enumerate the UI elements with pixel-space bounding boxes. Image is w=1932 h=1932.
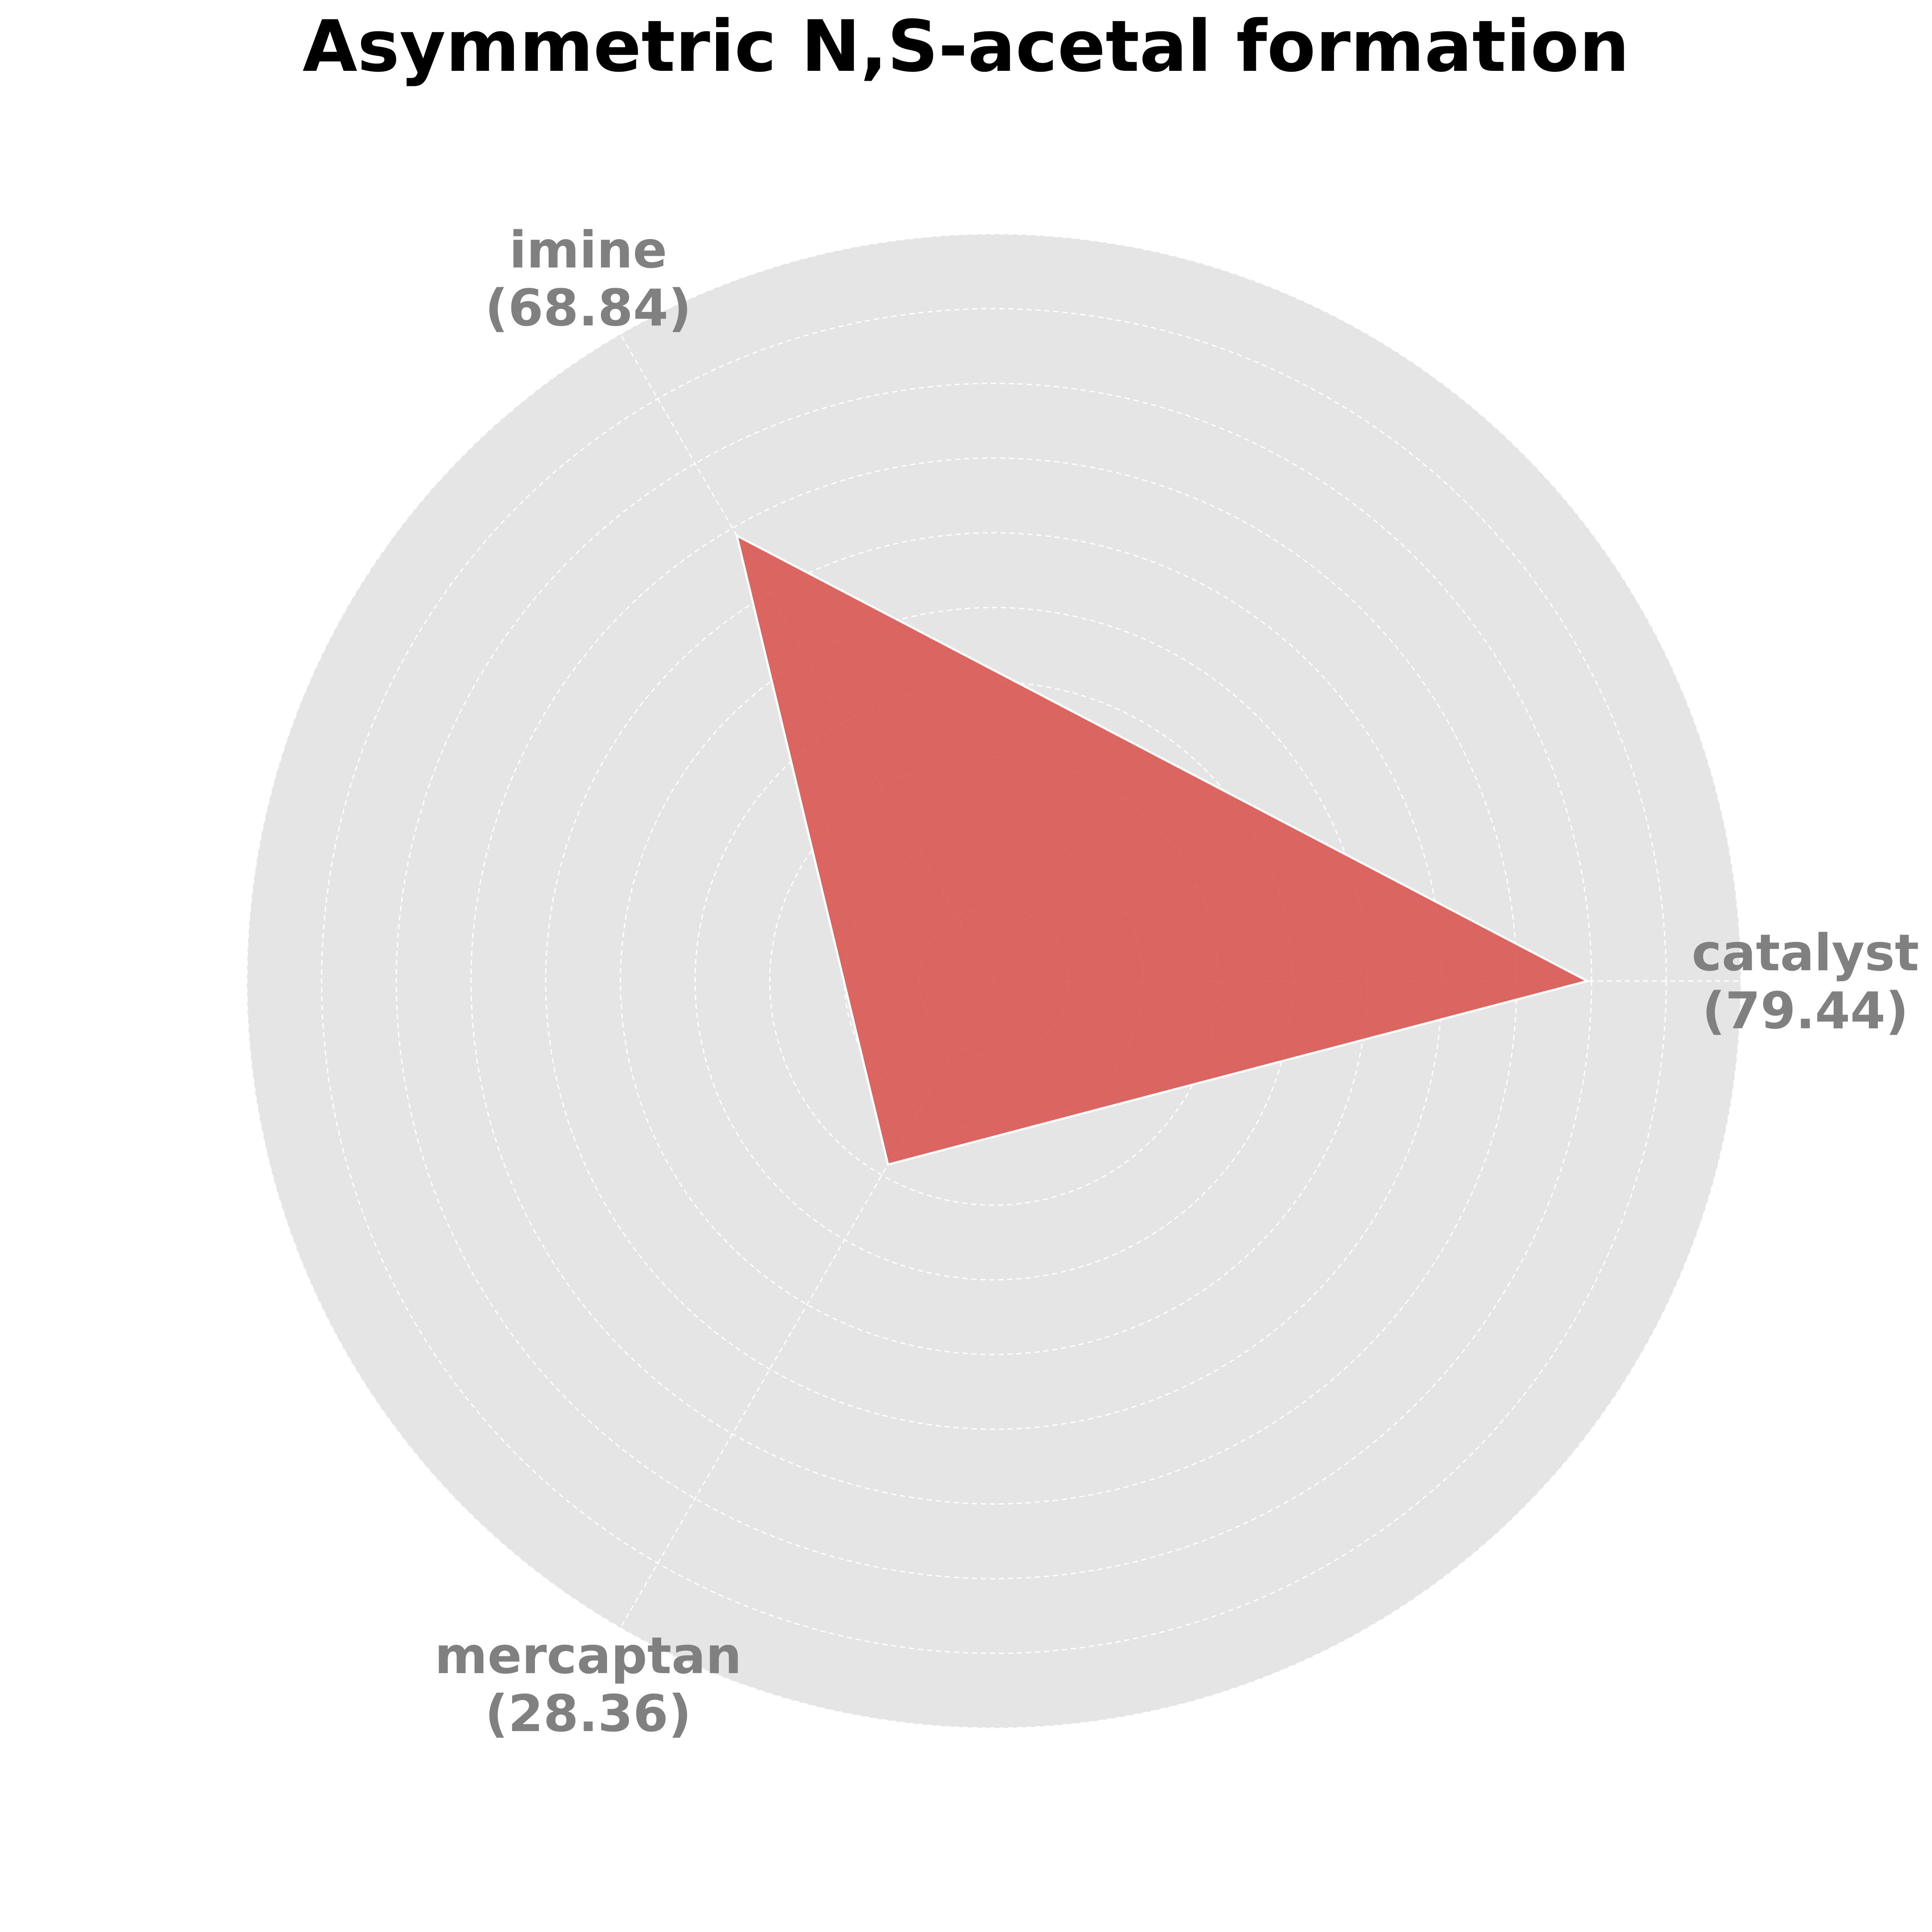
axis-label-catalyst: catalyst (79.44) [1692, 923, 1919, 1040]
category-value: (28.36) [485, 1684, 691, 1743]
chart-title: Asymmetric N,S-acetal formation [303, 5, 1630, 88]
axis-label-imine: imine (68.84) [485, 220, 691, 337]
category-value: (68.84) [485, 278, 691, 337]
category-value: (79.44) [1702, 981, 1908, 1040]
axis-labels: catalyst (79.44) imine (68.84) mercaptan (28.… [434, 220, 1919, 1743]
category-name: catalyst [1692, 923, 1919, 982]
grid-spoke [620, 981, 995, 1628]
category-name: mercaptan [434, 1626, 741, 1685]
axis-label-mercaptan: mercaptan (28.36) [434, 1626, 741, 1743]
series-polygon [735, 533, 1591, 1166]
grid-ring [246, 233, 1742, 1729]
category-name: imine [509, 220, 667, 279]
